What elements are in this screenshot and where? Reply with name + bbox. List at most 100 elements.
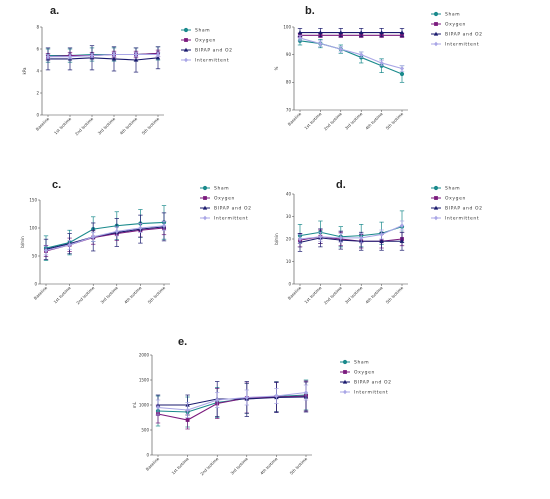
y-tick-label: 100 [283, 24, 291, 29]
data-point [359, 52, 364, 57]
data-point [111, 52, 117, 57]
series-line [45, 227, 165, 252]
data-point [67, 54, 73, 59]
data-point [89, 53, 95, 58]
legend-marker [433, 31, 439, 36]
data-point [45, 54, 51, 59]
y-tick-label: 0 [34, 281, 37, 286]
data-point [318, 41, 323, 46]
x-tick-label: Baseline [287, 111, 303, 127]
y-tick-label: 500 [141, 427, 149, 432]
x-tick-label: 2nd Isotime [75, 285, 96, 306]
x-tick-label: Baseline [145, 456, 161, 472]
data-point [67, 242, 72, 248]
legend-label: Intermittent [214, 216, 248, 222]
series-intermittent [43, 220, 167, 256]
series-sham [43, 205, 167, 261]
legend-marker [183, 47, 189, 52]
x-tick-label: 5th Isotime [385, 111, 405, 131]
panel-title: a. [50, 5, 59, 17]
y-tick-label: 1000 [139, 402, 150, 407]
series-line [299, 224, 403, 240]
data-point [399, 30, 405, 35]
legend-marker [342, 389, 348, 395]
data-point [318, 30, 323, 35]
legend-label: Intermittent [195, 58, 229, 64]
legend: Sham Oxygen BIPAP and O2 Intermittent [200, 186, 252, 222]
data-point [138, 225, 143, 231]
y-axis-label: b/min [274, 233, 279, 245]
series-sham [297, 36, 405, 83]
data-point [91, 234, 96, 240]
data-point [338, 235, 343, 241]
data-point [379, 238, 384, 243]
legend-label: Sham [445, 186, 460, 192]
x-tick-label: 4th Isotime [259, 456, 279, 476]
legend-marker [433, 215, 439, 221]
series-line [48, 57, 159, 61]
legend-label: BIPAP and O2 [214, 206, 252, 212]
legend-marker [184, 38, 188, 42]
data-point [379, 232, 384, 237]
series-oxygen [297, 32, 405, 38]
data-point [399, 66, 405, 71]
data-point [359, 235, 364, 241]
data-point [43, 248, 49, 253]
series-line [157, 395, 307, 421]
legend-marker [433, 205, 439, 210]
legend-label: BIPAP and O2 [195, 48, 233, 54]
series-bipap-and-o2 [43, 212, 167, 260]
x-tick-label: 3rd Isotime [99, 285, 119, 305]
legend-marker [433, 11, 439, 17]
x-tick-label: 5th Isotime [289, 456, 309, 476]
data-point [185, 407, 190, 413]
y-tick-label: 100 [29, 225, 37, 230]
data-point [359, 30, 364, 35]
data-point [338, 46, 343, 52]
data-point [155, 55, 161, 60]
x-tick-label: 1st Isotime [303, 285, 323, 305]
chart-panel-3: c. 0 50 100 150 b/min Baseline 1st Isotime 2nd I… [20, 179, 252, 306]
legend-marker [203, 196, 207, 200]
legend-label: Sham [214, 186, 229, 192]
legend-label: Intermittent [445, 42, 479, 48]
y-tick-label: 20 [286, 236, 292, 241]
y-axis-label: kPa [22, 67, 27, 75]
legend-label: Intermittent [354, 390, 388, 396]
x-tick-label: 2nd Isotime [74, 116, 95, 137]
x-tick-label: 5th Isotime [385, 285, 405, 305]
x-tick-label: 4th Isotime [123, 285, 143, 305]
x-tick-label: 3rd Isotime [229, 456, 249, 476]
series-line [299, 226, 403, 238]
y-tick-label: 150 [29, 197, 37, 202]
legend-marker [434, 196, 438, 200]
panel-title: e. [178, 336, 187, 348]
data-point [338, 30, 343, 35]
data-point [155, 52, 161, 57]
x-tick-label: 3rd Isotime [344, 111, 364, 131]
x-tick-label: 4th Isotime [364, 285, 384, 305]
series-line [45, 221, 165, 249]
chart-panel-4: d. 0 10 20 30 40 b/min Baseline 1st Isotime 2nd I… [274, 179, 482, 305]
chart-panel-5: e. 0 500 1000 1500 2000 mL Baseline 1st Isotime 2… [132, 336, 391, 476]
series-line [299, 37, 403, 70]
y-tick-label: 0 [288, 281, 291, 286]
panel-title: c. [52, 179, 61, 191]
y-tick-label: 0 [36, 112, 39, 117]
x-tick-label: Baseline [35, 116, 51, 132]
legend-label: Oxygen [195, 38, 216, 44]
y-axis-label: % [274, 66, 279, 70]
legend-marker [183, 57, 189, 63]
data-point [399, 71, 405, 77]
series-line [299, 40, 403, 75]
data-point [379, 60, 384, 66]
x-tick-label: 5th Isotime [147, 285, 167, 305]
x-tick-label: 1st Isotime [303, 111, 323, 131]
legend-label: Sham [354, 360, 369, 366]
y-axis-label: b/min [20, 236, 25, 248]
legend-label: Oxygen [445, 22, 466, 28]
series-line [299, 237, 402, 243]
legend-label: Oxygen [354, 370, 375, 376]
legend-label: Oxygen [445, 196, 466, 202]
